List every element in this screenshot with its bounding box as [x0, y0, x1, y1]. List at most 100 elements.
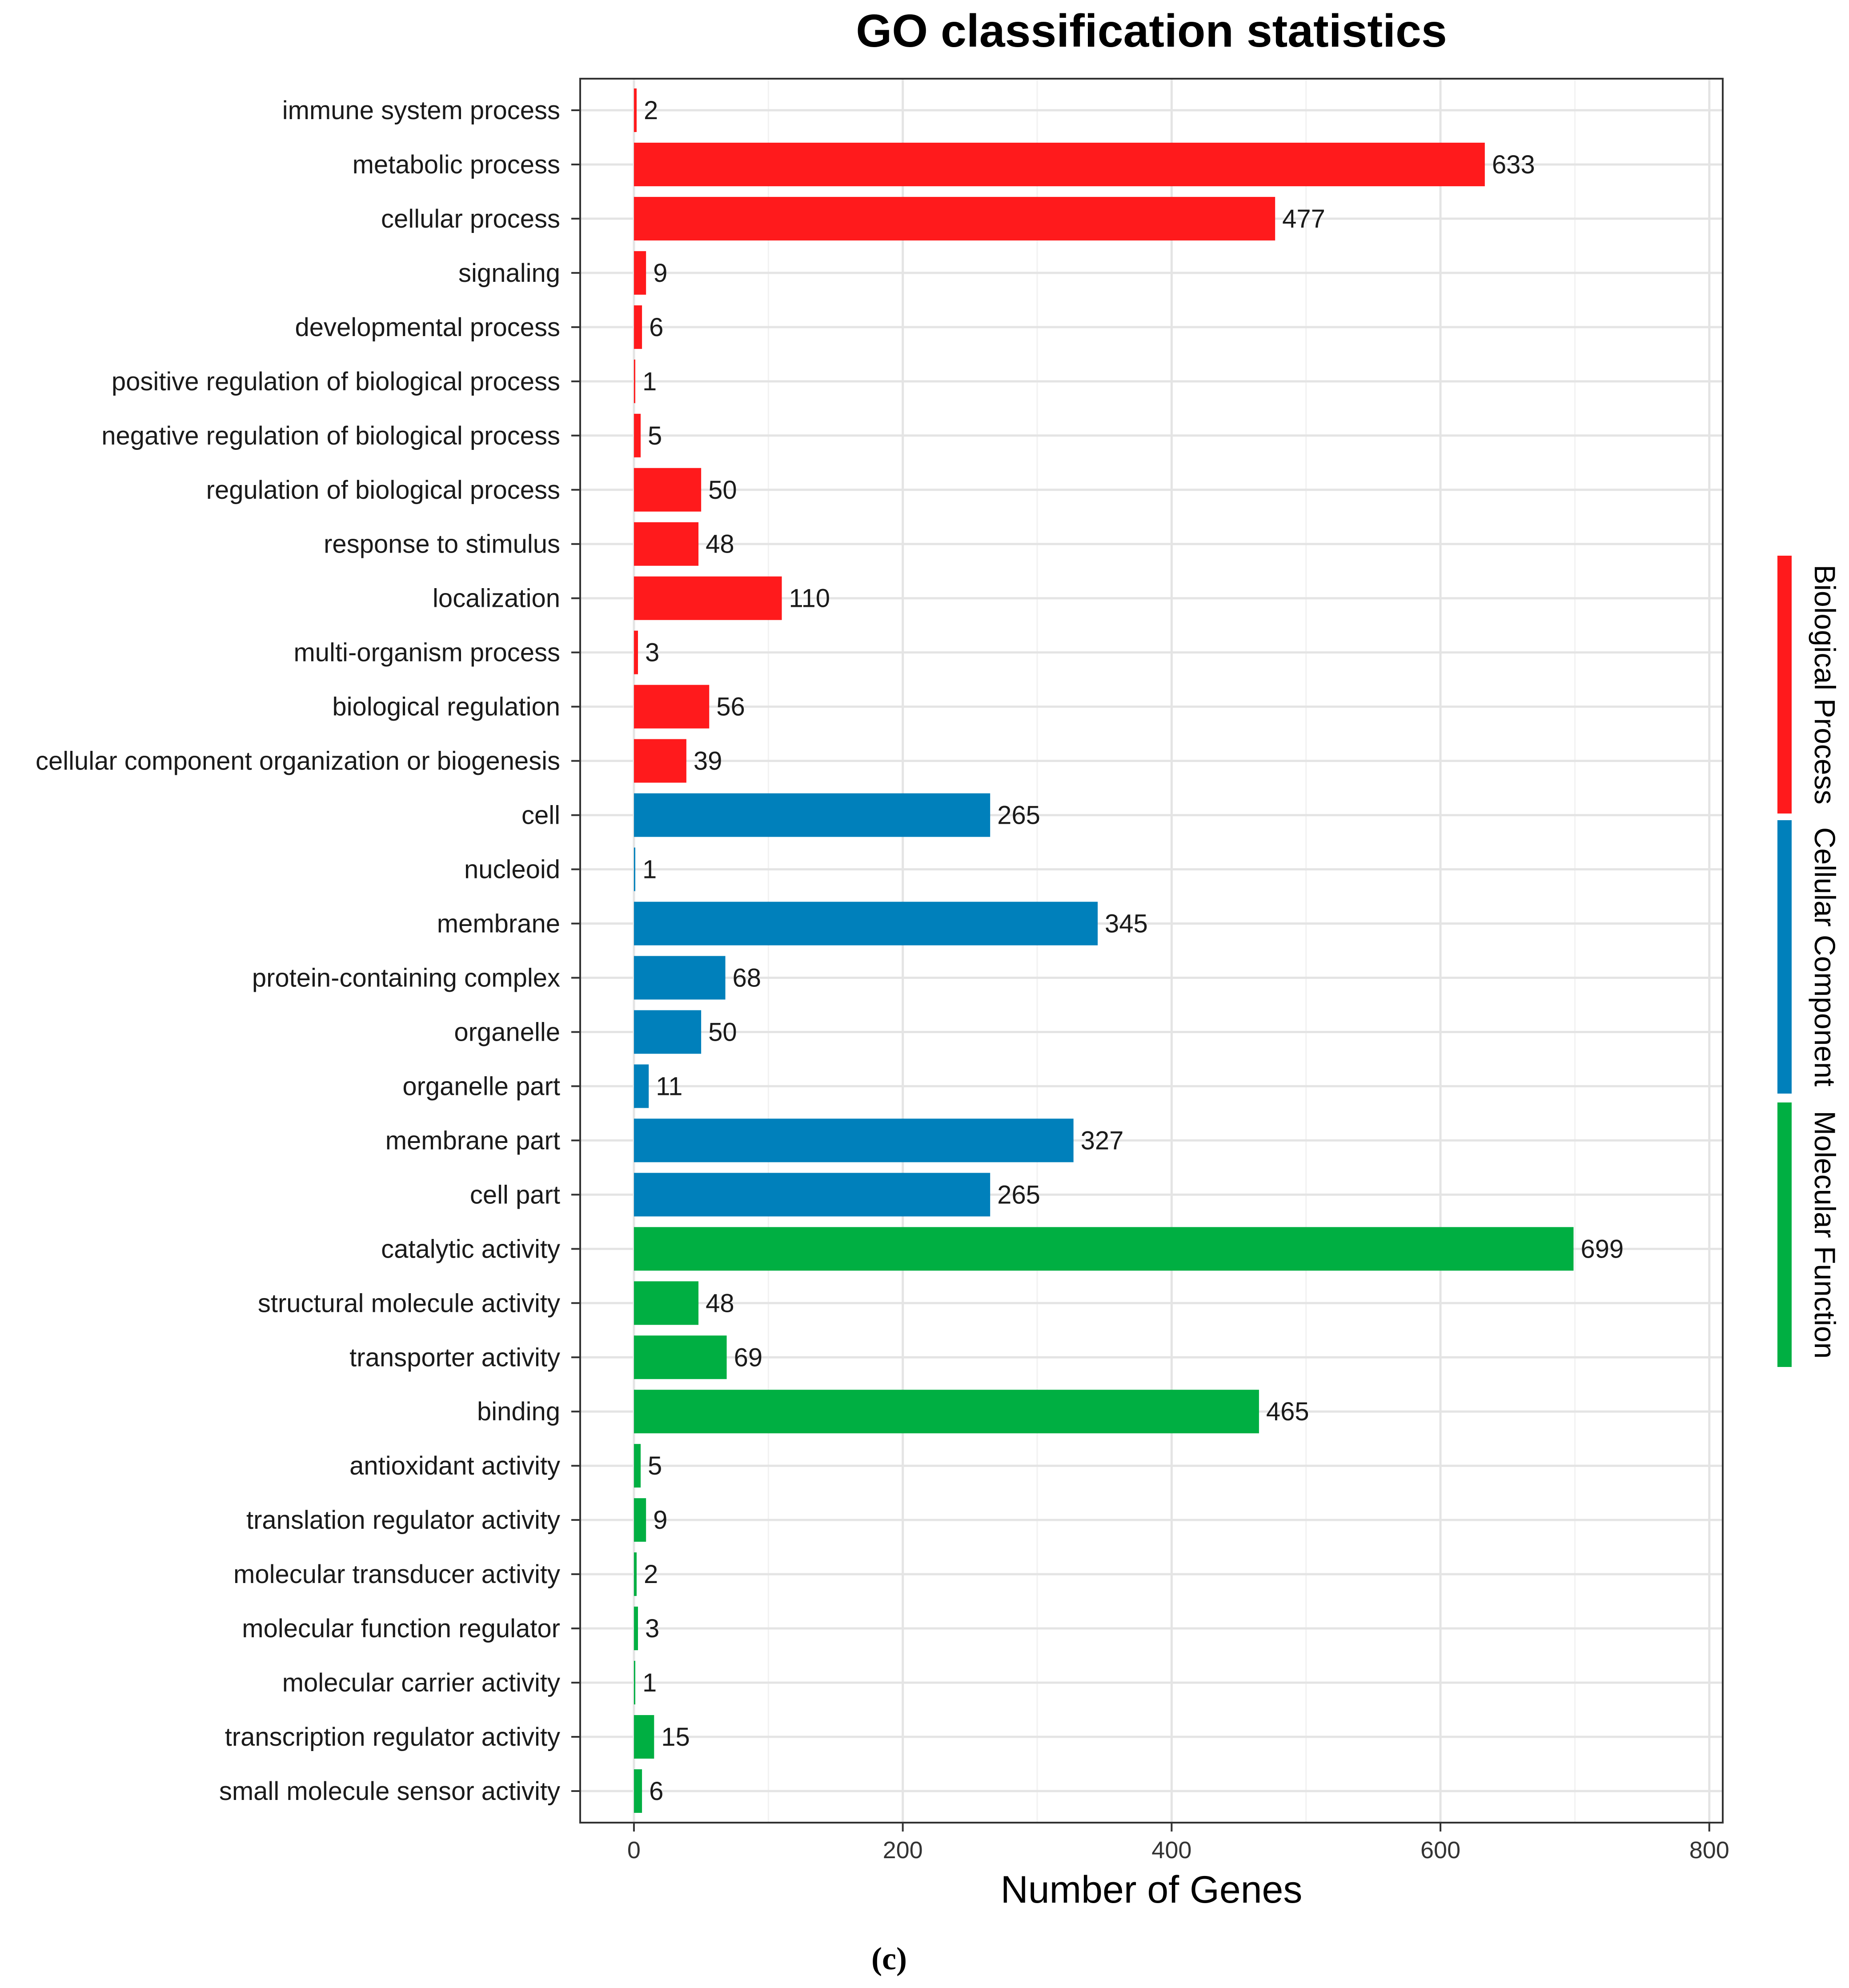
bar-protein-containing-complex [634, 956, 726, 1000]
category-label: molecular carrier activity [282, 1668, 560, 1697]
category-label: molecular transducer activity [233, 1560, 560, 1589]
value-label: 265 [997, 801, 1040, 830]
category-label: signaling [458, 259, 560, 288]
category-label: catalytic activity [381, 1234, 560, 1263]
value-label: 9 [653, 1506, 667, 1535]
bar-cell-part [634, 1173, 991, 1217]
value-label: 69 [734, 1343, 763, 1372]
value-label: 11 [656, 1072, 682, 1101]
value-label: 50 [708, 476, 737, 505]
bar-multi-organism-process [634, 630, 638, 674]
value-label: 465 [1266, 1397, 1309, 1426]
bar-regulation-of-biological-process [634, 468, 702, 512]
category-label: organelle [454, 1018, 560, 1046]
bar-molecular-transducer-activity [634, 1552, 637, 1596]
value-label: 50 [708, 1018, 737, 1046]
bar-cellular-process [634, 196, 1275, 240]
bar-signaling [634, 251, 646, 295]
legend-swatch [1777, 820, 1792, 1094]
value-label: 1 [642, 1668, 657, 1697]
value-label: 48 [706, 530, 734, 559]
category-label: positive regulation of biological proces… [112, 367, 560, 396]
bar-membrane [634, 902, 1098, 946]
category-label: localization [433, 584, 560, 613]
category-label: regulation of biological process [206, 476, 560, 505]
legend-label: Molecular Function [1809, 1111, 1841, 1359]
bar-cell [634, 793, 991, 837]
category-label: cellular process [381, 204, 560, 233]
bar-nucleoid [634, 847, 635, 891]
category-label: biological regulation [332, 693, 560, 721]
category-label: molecular function regulator [242, 1614, 560, 1643]
bar-organelle [634, 1010, 702, 1054]
bar-cellular-component-organization-or-biogenesis [634, 739, 686, 783]
value-label: 327 [1081, 1126, 1124, 1155]
value-label: 6 [649, 1777, 663, 1806]
bar-small-molecule-sensor-activity [634, 1769, 642, 1813]
chart-title: GO classification statistics [856, 5, 1447, 57]
bar-negative-regulation-of-biological-process [634, 413, 641, 457]
value-label: 6 [649, 313, 663, 342]
bar-immune-system-process [634, 88, 637, 132]
category-label: binding [477, 1397, 560, 1426]
x-tick-label: 0 [627, 1837, 641, 1864]
value-label: 345 [1105, 910, 1148, 938]
value-label: 1 [642, 855, 657, 884]
legend-swatch [1777, 1102, 1792, 1367]
category-label: membrane part [385, 1126, 560, 1155]
category-label: negative regulation of biological proces… [101, 421, 560, 450]
category-label: antioxidant activity [349, 1451, 560, 1480]
plot-background [580, 79, 1723, 1823]
axis-layer: immune system process metabolic process ce… [36, 78, 1729, 1864]
bar-membrane-part [634, 1118, 1074, 1162]
grid-layer [580, 79, 1723, 1823]
category-label: developmental process [295, 313, 560, 342]
bars-layer [634, 88, 1574, 1813]
value-label: 68 [733, 963, 762, 992]
value-label: 3 [645, 638, 659, 667]
bar-organelle-part [634, 1064, 649, 1108]
bar-catalytic-activity [634, 1227, 1574, 1271]
bar-molecular-carrier-activity [634, 1661, 635, 1705]
value-label: 39 [694, 747, 722, 776]
legend-label: Cellular Component [1809, 827, 1841, 1086]
bar-transcription-regulator-activity [634, 1715, 654, 1759]
bar-metabolic-process [634, 142, 1485, 186]
value-label: 48 [706, 1289, 734, 1318]
value-label: 633 [1492, 150, 1535, 179]
bar-structural-molecule-activity [634, 1281, 699, 1325]
category-label: cellular component organization or bioge… [36, 747, 560, 776]
bar-translation-regulator-activity [634, 1498, 646, 1542]
category-label: membrane [437, 910, 560, 938]
bar-antioxidant-activity [634, 1444, 641, 1488]
category-label: response to stimulus [324, 530, 560, 559]
category-label: transporter activity [349, 1343, 560, 1372]
value-label: 699 [1580, 1234, 1624, 1263]
bar-molecular-function-regulator [634, 1607, 638, 1651]
value-label: 110 [789, 584, 830, 613]
value-label: 3 [645, 1614, 659, 1643]
category-label: small molecule sensor activity [219, 1777, 560, 1806]
category-label: cell part [470, 1180, 560, 1209]
x-tick-label: 800 [1689, 1837, 1729, 1864]
value-label: 1 [642, 367, 657, 396]
category-label: immune system process [282, 96, 560, 125]
bar-localization [634, 576, 782, 620]
bar-transporter-activity [634, 1335, 727, 1379]
category-label: protein-containing complex [252, 963, 560, 992]
bar-biological-regulation [634, 685, 710, 729]
labels-layer: 2633477961550481103563926513456850113272… [642, 96, 1624, 1806]
category-label: cell [521, 801, 560, 830]
value-label: 477 [1282, 204, 1325, 233]
bar-developmental-process [634, 305, 642, 349]
category-label: multi-organism process [293, 638, 560, 667]
category-label: organelle part [402, 1072, 560, 1101]
value-label: 5 [648, 1451, 662, 1480]
x-tick-label: 400 [1151, 1837, 1191, 1864]
category-label: translation regulator activity [246, 1506, 560, 1535]
category-label: structural molecule activity [258, 1289, 560, 1318]
bar-positive-regulation-of-biological-process [634, 359, 635, 403]
value-label: 2 [644, 96, 658, 125]
value-label: 15 [661, 1723, 690, 1752]
